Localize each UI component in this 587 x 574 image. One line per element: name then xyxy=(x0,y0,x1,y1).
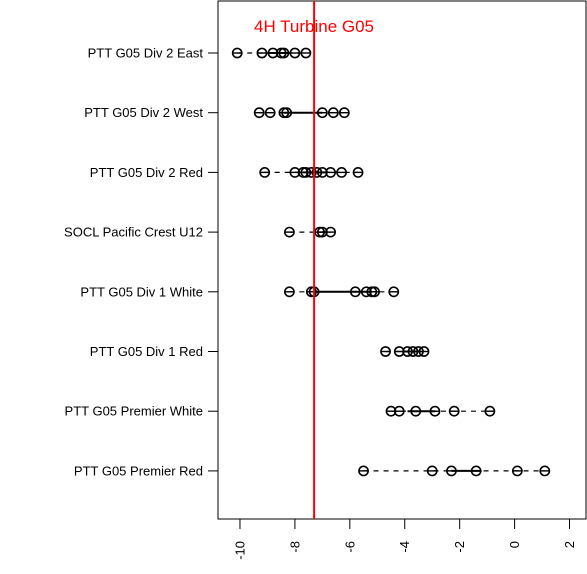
data-point xyxy=(484,405,496,417)
category-label: PTT G05 Premier Red xyxy=(74,463,203,478)
data-point xyxy=(470,465,482,477)
data-point xyxy=(278,47,290,59)
category-row xyxy=(259,166,364,178)
data-point xyxy=(325,166,336,178)
data-point xyxy=(281,107,293,119)
category-label: PTT G05 Div 1 White xyxy=(80,284,203,299)
data-point xyxy=(289,47,301,59)
category-ticks xyxy=(208,52,218,472)
data-point xyxy=(259,166,271,178)
data-point xyxy=(410,405,422,417)
category-labels: PTT G05 Div 2 East PTT G05 Div 2 West PTT … xyxy=(64,46,203,479)
data-point xyxy=(264,107,276,119)
data-point xyxy=(448,405,460,417)
data-point xyxy=(446,465,457,477)
data-point xyxy=(338,107,350,119)
x-tick-label: -10 xyxy=(232,541,247,560)
category-row xyxy=(358,465,551,477)
data-point xyxy=(388,286,400,298)
data-point xyxy=(325,226,336,238)
x-tick-label: -2 xyxy=(452,541,467,553)
category-row xyxy=(284,286,400,298)
data-point xyxy=(380,346,391,357)
data-point xyxy=(418,346,430,357)
data-point xyxy=(231,47,243,59)
data-point xyxy=(369,286,380,298)
data-point xyxy=(539,465,551,477)
data-point xyxy=(393,405,405,417)
category-label: PTT G05 Premier White xyxy=(65,404,203,419)
data-point xyxy=(336,166,347,178)
category-row xyxy=(284,226,336,238)
data-point xyxy=(511,465,523,477)
category-row xyxy=(380,346,430,357)
category-label: PTT G05 Div 1 Red xyxy=(90,344,203,359)
data-point xyxy=(349,286,361,298)
data-point xyxy=(316,107,328,119)
x-tick-label: 0 xyxy=(507,541,522,548)
data-point xyxy=(253,107,265,119)
data-point xyxy=(284,226,295,238)
x-axis: -10 -8 -6 -4 -2 0 2 xyxy=(232,518,577,560)
category-label: PTT G05 Div 2 West xyxy=(84,105,203,120)
category-label: PTT G05 Div 2 Red xyxy=(90,165,203,180)
category-row xyxy=(385,405,496,417)
category-label: SOCL Pacific Crest U12 xyxy=(64,225,203,240)
data-rows xyxy=(231,47,551,477)
data-point xyxy=(426,465,438,477)
category-row xyxy=(253,107,350,119)
data-point xyxy=(327,107,339,119)
data-point xyxy=(300,47,312,59)
x-tick-label: -6 xyxy=(342,541,357,553)
category-label: PTT G05 Div 2 East xyxy=(88,46,204,61)
x-tick-label: 2 xyxy=(562,541,577,548)
x-tick-label: -4 xyxy=(397,541,412,553)
x-tick-label: -8 xyxy=(287,541,302,553)
category-row xyxy=(231,47,312,59)
data-point xyxy=(284,286,295,298)
plot-frame xyxy=(217,0,587,520)
chart-title: 4H Turbine G05 xyxy=(254,17,374,36)
data-point xyxy=(358,465,369,477)
data-point xyxy=(352,166,364,178)
data-point xyxy=(256,47,268,59)
data-point xyxy=(429,405,441,417)
